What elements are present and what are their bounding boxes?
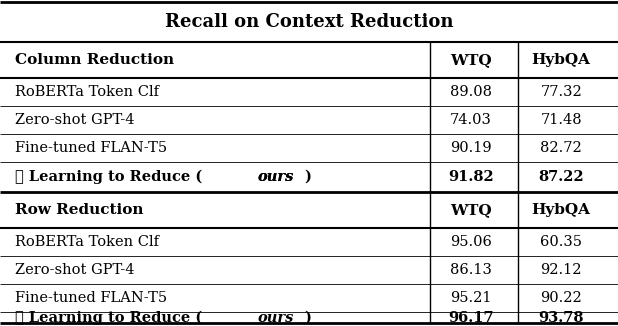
Text: 95.21: 95.21	[450, 291, 492, 305]
Text: WTQ: WTQ	[450, 203, 492, 217]
Text: Recall on Context Reduction: Recall on Context Reduction	[165, 13, 453, 31]
Text: ours: ours	[257, 170, 294, 184]
Text: WTQ: WTQ	[450, 53, 492, 67]
Text: Fine-tuned FLAN-T5: Fine-tuned FLAN-T5	[15, 141, 167, 155]
Text: Fine-tuned FLAN-T5: Fine-tuned FLAN-T5	[15, 291, 167, 305]
Text: 92.12: 92.12	[540, 263, 582, 277]
Text: HybQA: HybQA	[531, 53, 591, 67]
Text: RoBERTa Token Clf: RoBERTa Token Clf	[15, 85, 159, 99]
Text: ): )	[304, 310, 311, 324]
Text: 82.72: 82.72	[540, 141, 582, 155]
Text: 86.13: 86.13	[450, 263, 492, 277]
Text: 96.17: 96.17	[448, 310, 494, 324]
Text: ours: ours	[257, 310, 294, 324]
Text: 74.03: 74.03	[450, 113, 492, 127]
Text: 90.22: 90.22	[540, 291, 582, 305]
Text: 95.06: 95.06	[450, 235, 492, 249]
Text: 87.22: 87.22	[538, 170, 584, 184]
Text: Zero-shot GPT-4: Zero-shot GPT-4	[15, 263, 135, 277]
Text: RoBERTa Token Clf: RoBERTa Token Clf	[15, 235, 159, 249]
Text: 91.82: 91.82	[448, 170, 494, 184]
Text: ): )	[304, 170, 311, 184]
Text: ours: ours	[257, 170, 294, 184]
Text: 60.35: 60.35	[540, 235, 582, 249]
Text: 89.08: 89.08	[450, 85, 492, 99]
Text: HybQA: HybQA	[531, 203, 591, 217]
Text: 77.32: 77.32	[540, 85, 582, 99]
Text: ★ Learning to Reduce (: ★ Learning to Reduce (	[15, 170, 203, 184]
Text: 93.78: 93.78	[538, 310, 584, 324]
Text: Row Reduction: Row Reduction	[15, 203, 144, 217]
Text: ★ Learning to Reduce (: ★ Learning to Reduce (	[15, 310, 203, 325]
Text: 71.48: 71.48	[540, 113, 582, 127]
Text: Column Reduction: Column Reduction	[15, 53, 174, 67]
Text: Zero-shot GPT-4: Zero-shot GPT-4	[15, 113, 135, 127]
Text: 90.19: 90.19	[450, 141, 492, 155]
